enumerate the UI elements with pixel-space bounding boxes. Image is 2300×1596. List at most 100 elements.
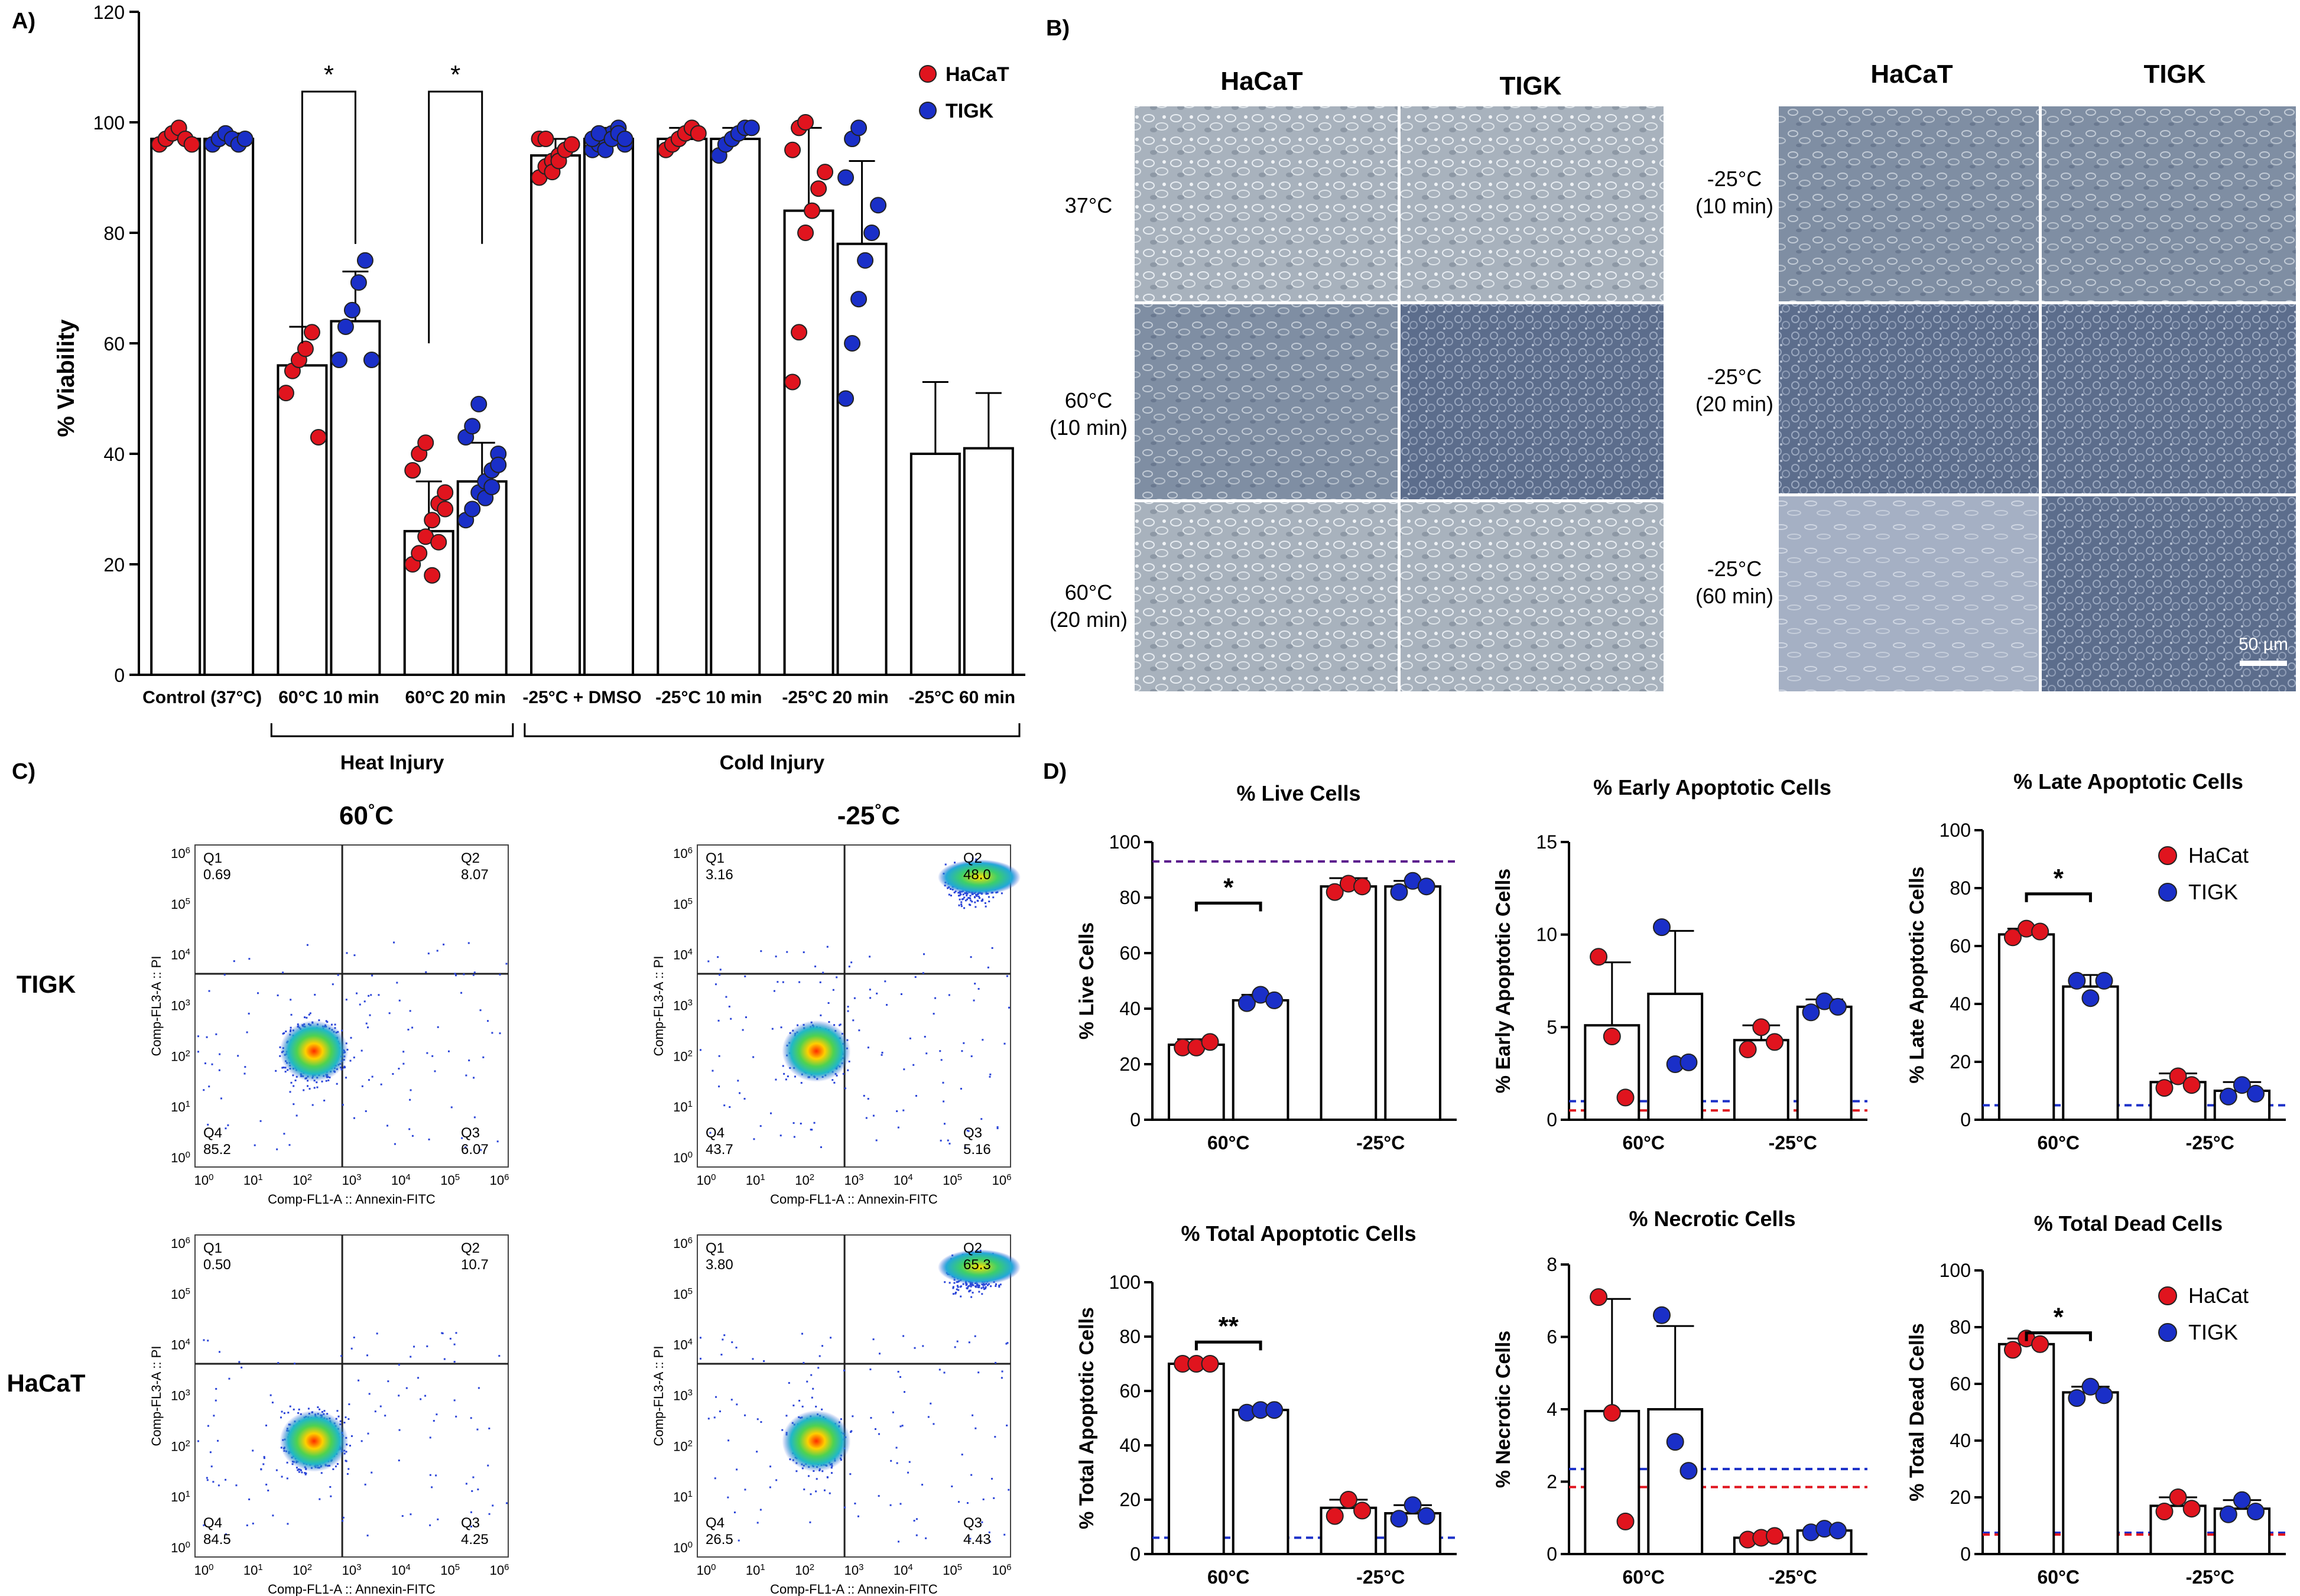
panel-d-point-hacat — [2169, 1488, 2187, 1506]
flow-ytick-label: 101 — [673, 1489, 693, 1505]
flow-q4-label: Q4 — [203, 1125, 222, 1141]
flow-q1-label: Q1 — [203, 850, 222, 866]
flow-ytick-label: 103 — [171, 1387, 190, 1403]
micrograph-tigk-60c-20 — [1401, 502, 1664, 691]
panel-c-flow-cytometry: 60°C -25°C TIGK HaCaT Q10.69Q28.07Q36.07… — [7, 801, 1021, 1596]
panel-d-point-hacat — [1353, 877, 1372, 896]
flow-ytick-label: 104 — [673, 1337, 693, 1353]
flow-q2-value: 65.3 — [963, 1257, 991, 1273]
panel-d-ytick-label: 20 — [1950, 1051, 1971, 1072]
panel-d-point-tigk — [2068, 971, 2086, 990]
flow-q1-label: Q1 — [706, 850, 725, 866]
panel-d-legend-marker — [2158, 883, 2177, 902]
flow-xtick-label: 100 — [194, 1172, 214, 1188]
panel-a-point-tigk — [850, 119, 868, 136]
panel-a-point-tigk — [743, 119, 760, 136]
micrograph-tigk-m25-10 — [2042, 106, 2296, 301]
panel-a-ytick-label: 20 — [103, 554, 125, 576]
panel-d-y-axis-label: % Late Apoptotic Cells — [1906, 866, 1928, 1083]
flow-xtick-label: 101 — [746, 1172, 765, 1188]
panel-d-bar-tigk — [1232, 999, 1289, 1122]
panel-d-point-tigk — [1265, 991, 1284, 1009]
panel-a-point-tigk — [343, 301, 360, 318]
panel-label-a: A) — [12, 9, 35, 34]
panel-d-ytick-label: 20 — [1119, 1489, 1141, 1510]
panel-d-point-hacat — [1752, 1018, 1771, 1036]
panel-d-ytick-label: 40 — [1950, 1430, 1971, 1451]
panel-d-bar-tigk — [1796, 1005, 1853, 1122]
panel-d-point-tigk — [1417, 1507, 1435, 1525]
flow-q3-value: 5.16 — [963, 1142, 991, 1158]
panel-d-point-tigk — [1666, 1433, 1684, 1451]
flow-y-axis-label: Comp-FL3-A :: PI — [149, 956, 164, 1057]
panel-a-bar-hacat — [783, 209, 834, 677]
panel-d-point-hacat — [2003, 1341, 2022, 1359]
flow-ytick-label: 102 — [171, 1048, 190, 1064]
panel-d-point-tigk — [1828, 1522, 1847, 1540]
panel-d-point-tigk — [1652, 918, 1671, 937]
panel-d-sig-bracket — [2025, 892, 2092, 902]
panel-d-bar-hacat — [1997, 1343, 2055, 1556]
panel-d-xtick-label: 60°C — [1207, 1132, 1250, 1153]
flow-ytick-label: 105 — [171, 896, 190, 912]
panel-d-chart-2: % Early Apoptotic Cells % Early Apoptotic… — [1492, 775, 1867, 1153]
panel-d-ytick-label: 80 — [1950, 877, 1971, 899]
micrograph-tigk-m25-60 — [2042, 496, 2296, 691]
panel-d-point-tigk — [2247, 1084, 2265, 1103]
panel-d-bar-hacat — [1997, 933, 2055, 1122]
panel-a-point-hacat — [297, 340, 314, 357]
panel-d-legend-marker — [2158, 1323, 2177, 1342]
panel-a-legend-label: HaCaT — [946, 63, 1009, 86]
flow-plot-frame — [194, 1234, 509, 1558]
panel-d-ytick-label: 0 — [1130, 1543, 1141, 1565]
panel-d-point-hacat — [1201, 1355, 1219, 1373]
flow-ytick-label: 100 — [673, 1150, 693, 1166]
panel-a-point-tigk — [490, 456, 507, 473]
flow-xtick-label: 105 — [440, 1172, 460, 1188]
panel-a-ytick-label: 100 — [93, 112, 125, 134]
panel-d-chart-3: % Late Apoptotic Cells % Late Apoptotic C… — [1906, 769, 2286, 1153]
panel-a-point-tigk — [464, 500, 481, 518]
flow-xtick-label: 105 — [943, 1562, 962, 1578]
flow-ytick-label: 100 — [171, 1540, 190, 1556]
panel-d-bar-tigk — [1232, 1409, 1289, 1555]
flow-x-axis-label: Comp-FL1-A :: Annexin-FITC — [268, 1192, 436, 1207]
panel-d-chart-1: % Live Cells % Live Cells 0 20 40 60 80 100 60°C… — [1076, 781, 1457, 1153]
panel-d-point-hacat — [1766, 1527, 1784, 1545]
panel-a-xtick-label: -25°C 60 min — [909, 688, 1015, 707]
panel-d-bar-tigk — [1384, 885, 1441, 1121]
panel-d-point-tigk — [2081, 1377, 2100, 1396]
panel-a-point-tigk — [363, 352, 380, 369]
panel-a-legend-label: TIGK — [946, 100, 994, 122]
flow-ytick-label: 106 — [171, 1236, 190, 1252]
panel-a-y-axis-label: % Viability — [53, 319, 79, 437]
flow-q2-label: Q2 — [461, 850, 480, 866]
flow-xtick-label: 102 — [293, 1562, 312, 1578]
flow-q3-value: 6.07 — [461, 1142, 489, 1158]
panel-d-point-tigk — [1390, 883, 1408, 901]
panel-d-point-hacat — [1590, 1288, 1608, 1306]
panel-d-point-hacat — [1616, 1512, 1635, 1530]
micrograph-hacat-m25-60 — [1779, 496, 2039, 691]
panel-d-chart-6: % Total Dead Cells % Total Dead Cells 0 20 4… — [1906, 1211, 2286, 1588]
flow-ytick-label: 104 — [673, 947, 693, 963]
panel-a-bar-hacat — [657, 138, 708, 677]
flow-xtick-label: 102 — [795, 1562, 814, 1578]
panel-a-bar-tigk — [710, 138, 761, 677]
panel-a-point-hacat — [690, 125, 707, 142]
panel-d-xtick-label: -25°C — [2186, 1132, 2234, 1153]
panel-d-legend-marker — [2158, 846, 2177, 865]
scale-bar — [2240, 661, 2287, 666]
panel-d-sig-bracket — [1194, 1340, 1262, 1351]
flow-x-axis-label: Comp-FL1-A :: Annexin-FITC — [268, 1582, 436, 1596]
flow-x-axis-label: Comp-FL1-A :: Annexin-FITC — [770, 1582, 938, 1596]
panel-d-point-tigk — [1679, 1053, 1698, 1071]
micro-row-60c-20: 60°C (20 min) — [1050, 580, 1128, 632]
panel-a-sig-label: * — [450, 60, 460, 89]
panel-a-bar-hacat — [530, 154, 581, 677]
flow-xtick-label: 104 — [391, 1562, 411, 1578]
panel-a-point-hacat — [303, 324, 320, 341]
panel-d-legend-label: HaCat — [2188, 1283, 2249, 1308]
panel-d-xtick-label: -25°C — [1769, 1566, 1817, 1588]
